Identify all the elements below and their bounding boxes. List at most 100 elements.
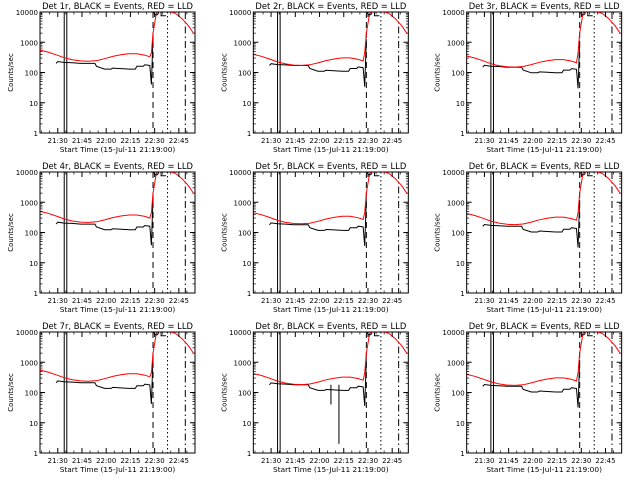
panel-title: Det 8r, BLACK = Events, RED = LLD [255, 321, 406, 331]
lld-series-line [253, 172, 408, 225]
x-tick-label: 22:45 [595, 137, 615, 145]
plot-frame [252, 11, 409, 134]
x-tick-label: 22:00 [523, 297, 543, 305]
x-tick-label: 21:45 [499, 297, 519, 305]
lld-series-line [466, 332, 621, 386]
events-series-line [269, 39, 367, 87]
y-tick-label: 10000 [16, 329, 38, 337]
x-axis-label: Start Time (15-Jul-11 21:19:00) [486, 305, 602, 314]
x-tick-label: 22:15 [334, 137, 354, 145]
y-tick-label: 1 [34, 130, 38, 138]
y-axis-label: Counts/sec [7, 53, 15, 92]
event-marker [373, 332, 380, 337]
y-tick-label: 100 [25, 390, 38, 398]
x-tick-label: 22:00 [309, 297, 329, 305]
x-tick-label: 22:00 [96, 457, 116, 465]
x-tick-label: 22:45 [595, 297, 615, 305]
y-tick-label: 1 [460, 450, 464, 458]
y-tick-label: 1000 [234, 359, 252, 367]
y-tick-label: 10000 [229, 9, 251, 17]
y-axis-label: Counts/sec [434, 213, 442, 252]
y-tick-label: 100 [25, 70, 38, 78]
y-tick-label: 10000 [229, 169, 251, 177]
y-tick-label: 100 [451, 390, 464, 398]
event-marker [373, 12, 380, 17]
y-tick-label: 1 [247, 290, 251, 298]
detector-panel-5r: Det 5r, BLACK = Events, RED = LLD 1 10 100 1… [220, 161, 409, 314]
plot-area [40, 172, 194, 293]
x-axis-label: Start Time (15-Jul-11 21:19:00) [273, 305, 389, 314]
x-tick-label: 22:45 [169, 137, 189, 145]
x-tick-label: 22:30 [358, 137, 378, 145]
x-tick-label: 22:00 [96, 137, 116, 145]
x-tick-label: 21:30 [261, 137, 281, 145]
x-tick-label: 22:15 [547, 137, 567, 145]
plot-area [466, 172, 621, 293]
x-tick-label: 22:15 [120, 457, 140, 465]
lld-series-line [253, 332, 408, 386]
x-tick-label: 21:30 [261, 457, 281, 465]
x-axis-label: Start Time (15-Jul-11 21:19:00) [486, 465, 602, 474]
y-tick-label: 1000 [20, 199, 38, 207]
event-marker [366, 12, 373, 16]
y-tick-label: 1 [460, 290, 464, 298]
detector-panel-8r: Det 8r, BLACK = Events, RED = LLD 1 10 100 1… [220, 321, 409, 474]
x-tick-label: 21:45 [285, 137, 305, 145]
plot-area [466, 332, 621, 453]
panel-title: Det 4r, BLACK = Events, RED = LLD [42, 161, 193, 171]
y-tick-label: 1 [247, 450, 251, 458]
x-tick-label: 21:45 [72, 137, 92, 145]
event-marker [587, 172, 593, 177]
y-tick-label: 10 [456, 260, 465, 268]
plot-area [466, 12, 621, 133]
y-tick-label: 10 [29, 260, 38, 268]
y-axis-label: Counts/sec [434, 53, 442, 92]
y-tick-label: 1000 [234, 199, 252, 207]
event-marker [160, 332, 166, 337]
x-tick-label: 21:45 [499, 457, 519, 465]
x-axis-label: Start Time (15-Jul-11 21:19:00) [60, 145, 176, 154]
events-series-line [269, 358, 367, 406]
y-tick-label: 10 [456, 100, 465, 108]
x-tick-label: 22:00 [523, 137, 543, 145]
y-tick-label: 1000 [234, 39, 252, 47]
x-axis-label: Start Time (15-Jul-11 21:19:00) [273, 465, 389, 474]
event-marker [160, 172, 166, 177]
plot-frame [39, 331, 196, 454]
x-tick-label: 22:00 [523, 457, 543, 465]
event-marker [366, 172, 373, 176]
x-tick-label: 21:30 [48, 457, 68, 465]
y-axis-label: Counts/sec [7, 373, 15, 412]
x-tick-label: 22:15 [120, 297, 140, 305]
x-tick-label: 22:30 [358, 457, 378, 465]
plot-area [40, 332, 194, 453]
x-tick-label: 22:00 [309, 457, 329, 465]
lld-series-line [466, 12, 621, 68]
detector-panel-2r: Det 2r, BLACK = Events, RED = LLD 1 10 100 1… [220, 1, 409, 154]
event-marker [587, 332, 593, 337]
events-series-line [482, 199, 581, 248]
x-tick-label: 22:45 [382, 457, 402, 465]
y-tick-label: 10000 [16, 9, 38, 17]
panel-title: Det 2r, BLACK = Events, RED = LLD [255, 1, 406, 11]
x-tick-label: 22:45 [382, 297, 402, 305]
y-tick-label: 1 [247, 130, 251, 138]
y-tick-label: 100 [451, 230, 464, 238]
lld-series-line [253, 12, 408, 66]
x-tick-label: 22:30 [145, 137, 165, 145]
x-tick-label: 21:45 [285, 297, 305, 305]
y-tick-label: 10 [242, 260, 251, 268]
event-marker [153, 12, 159, 16]
detector-panel-3r: Det 3r, BLACK = Events, RED = LLD 1 10 100 1… [434, 1, 623, 154]
x-tick-label: 22:30 [358, 297, 378, 305]
x-axis-label: Start Time (15-Jul-11 21:19:00) [486, 145, 602, 154]
x-tick-label: 22:15 [547, 297, 567, 305]
panel-title: Det 5r, BLACK = Events, RED = LLD [255, 161, 406, 171]
x-tick-label: 22:00 [96, 297, 116, 305]
plot-area [253, 172, 408, 293]
y-tick-label: 1000 [20, 39, 38, 47]
x-tick-label: 21:45 [72, 457, 92, 465]
x-tick-label: 22:45 [382, 137, 402, 145]
events-series-line [482, 40, 581, 89]
event-marker [587, 12, 593, 17]
